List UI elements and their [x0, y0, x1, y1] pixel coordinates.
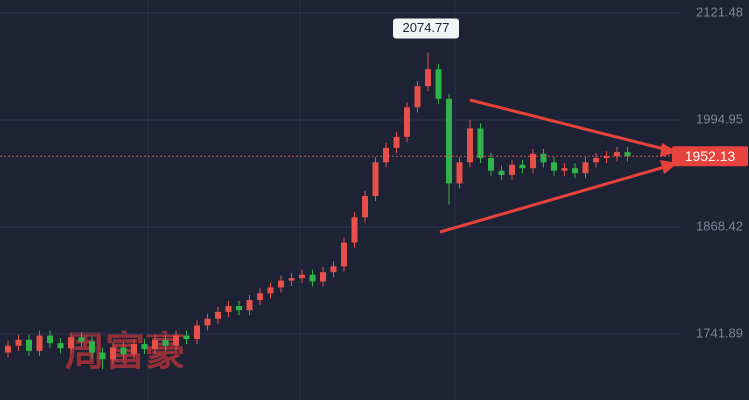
candle-body — [488, 158, 494, 171]
candle-body — [498, 170, 505, 175]
candles — [0, 12, 680, 370]
candle-body — [36, 335, 43, 351]
candle-body — [236, 306, 242, 311]
trend-line-upper — [469, 98, 669, 152]
candle-body — [341, 242, 347, 267]
candle-body — [120, 347, 127, 355]
trend-line-lower — [439, 164, 669, 234]
last-price-label: 1952.13 — [685, 148, 736, 164]
y-tick-label: 1994.95 — [696, 111, 743, 126]
candle-body — [204, 318, 211, 326]
candle-body — [351, 217, 358, 243]
candle-body — [57, 343, 64, 349]
candle-body — [561, 168, 568, 171]
y-tick-label: 1868.42 — [696, 218, 743, 233]
y-tick-label: 2121.48 — [696, 4, 743, 19]
candle-body — [425, 69, 431, 87]
candle-body — [456, 162, 463, 184]
candle-body — [603, 156, 610, 159]
candle-body — [68, 337, 74, 349]
candle-body — [173, 335, 179, 346]
candle-body — [446, 98, 452, 184]
candle-body — [47, 335, 53, 344]
candle-body — [383, 147, 389, 163]
y-tick-label: 1741.89 — [696, 325, 743, 340]
candle-body — [78, 337, 85, 342]
candle-body — [110, 347, 116, 360]
candle-body — [215, 311, 221, 319]
candle-body — [246, 300, 253, 311]
candle-body — [267, 287, 274, 294]
candle-body — [309, 274, 316, 282]
last-price-box — [672, 146, 748, 167]
candle-body — [299, 274, 305, 279]
candle-body — [582, 162, 589, 174]
candle-body — [519, 164, 526, 169]
candle-body — [162, 339, 169, 346]
candle-body — [593, 158, 599, 163]
candle-body — [414, 86, 421, 108]
candle-body — [99, 352, 106, 360]
candle-body — [624, 152, 631, 157]
candle-body — [257, 293, 263, 301]
candle-body — [141, 344, 148, 350]
candle-body — [393, 136, 400, 148]
candle-body — [320, 272, 326, 282]
candle-body — [372, 162, 379, 197]
candle-body — [551, 162, 557, 171]
candle-body — [362, 196, 368, 218]
candle-body — [540, 153, 547, 163]
candle-body — [467, 128, 473, 163]
candle-body — [131, 344, 137, 355]
candle-body — [572, 168, 578, 174]
candle-body — [330, 266, 337, 273]
candle-body — [278, 280, 284, 288]
candle-body — [15, 339, 22, 346]
candle-body — [152, 339, 158, 350]
candle-body — [477, 128, 484, 159]
candle-body — [194, 325, 200, 339]
candle-body — [509, 164, 515, 175]
high-label: 2074.77 — [403, 20, 450, 35]
candle-body — [404, 107, 410, 137]
candle-body — [614, 152, 620, 157]
arrow-head — [660, 143, 678, 157]
candle-body — [26, 339, 32, 351]
candle-body — [225, 306, 232, 312]
candle-body — [89, 341, 95, 353]
candle-body — [288, 278, 295, 281]
candle-body — [530, 153, 536, 169]
candle-body — [183, 335, 190, 339]
candle-body — [435, 69, 442, 99]
high-label-box — [393, 18, 459, 39]
candle-body — [5, 345, 11, 353]
